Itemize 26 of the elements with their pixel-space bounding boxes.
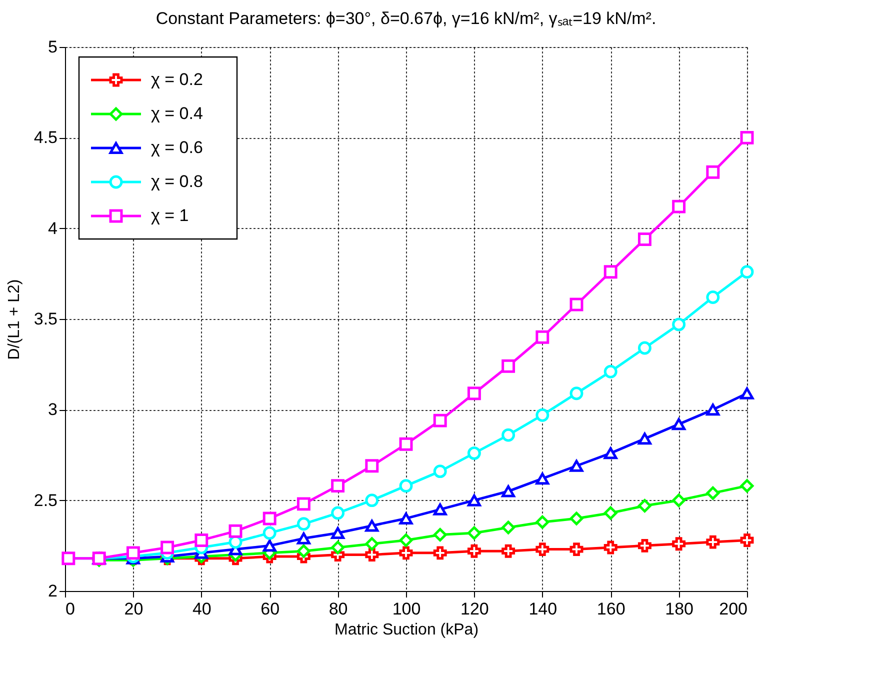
y-axis-title: D/(L1 + L2) [6,279,23,360]
y-tick-label: 4.5 [34,128,58,148]
legend-label: χ = 1 [151,206,189,225]
legend-label: χ = 0.6 [151,138,203,157]
y-tick-label: 3.5 [34,310,58,328]
y-tick-label: 4 [48,218,58,238]
x-tick-label: 80 [328,600,348,618]
y-tick-label: 3 [48,400,58,420]
x-tick-label: 40 [192,600,212,618]
x-tick-label: 0 [66,600,75,618]
x-tick-label: 20 [124,600,144,618]
x-tick-label: 120 [460,600,489,618]
y-tick-label: 5 [48,38,58,56]
legend-label: χ = 0.8 [151,172,203,191]
x-tick-label: 180 [665,600,694,618]
x-tick-label: 200 [719,600,748,618]
x-tick-label: 140 [528,600,558,618]
chart-title: Constant Parameters: ϕ=30°, δ=0.67ϕ, γ=16 kN/m², γₛₐₜ=19 kN/m². [156,9,656,28]
x-tick-label: 60 [260,600,280,618]
legend-label: χ = 0.2 [151,70,203,89]
legend-label: χ = 0.4 [151,104,203,123]
y-tick-label: 2 [48,582,58,600]
y-tick-label: 2.5 [34,490,58,510]
x-tick-label: 160 [596,600,626,618]
x-tick-label: 100 [392,600,421,618]
x-axis-title: Matric Suction (kPa) [334,622,479,638]
